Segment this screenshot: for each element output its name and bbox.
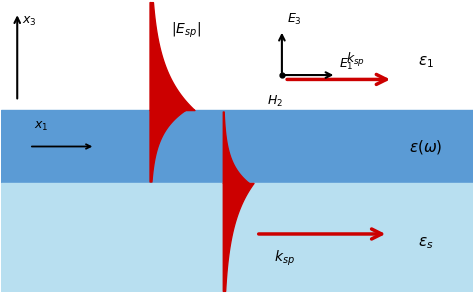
Bar: [0, 110, 474, 183]
Text: $k_{sp}$: $k_{sp}$: [346, 52, 365, 69]
Text: $H_2$: $H_2$: [267, 94, 283, 109]
Text: $E_1$: $E_1$: [338, 57, 353, 72]
Text: $\varepsilon_1$: $\varepsilon_1$: [418, 54, 434, 70]
Text: $\varepsilon_s$: $\varepsilon_s$: [418, 235, 434, 251]
Text: $x_3$: $x_3$: [22, 15, 36, 28]
Bar: [0, 1, 474, 110]
Bar: [0, 183, 474, 292]
Text: $E_3$: $E_3$: [287, 12, 301, 27]
Text: $|E_{sp}|$: $|E_{sp}|$: [171, 20, 201, 40]
Text: $x_1$: $x_1$: [34, 120, 48, 133]
Text: $\varepsilon(\omega)$: $\varepsilon(\omega)$: [409, 137, 443, 156]
Text: $k_{sp}$: $k_{sp}$: [274, 249, 295, 268]
